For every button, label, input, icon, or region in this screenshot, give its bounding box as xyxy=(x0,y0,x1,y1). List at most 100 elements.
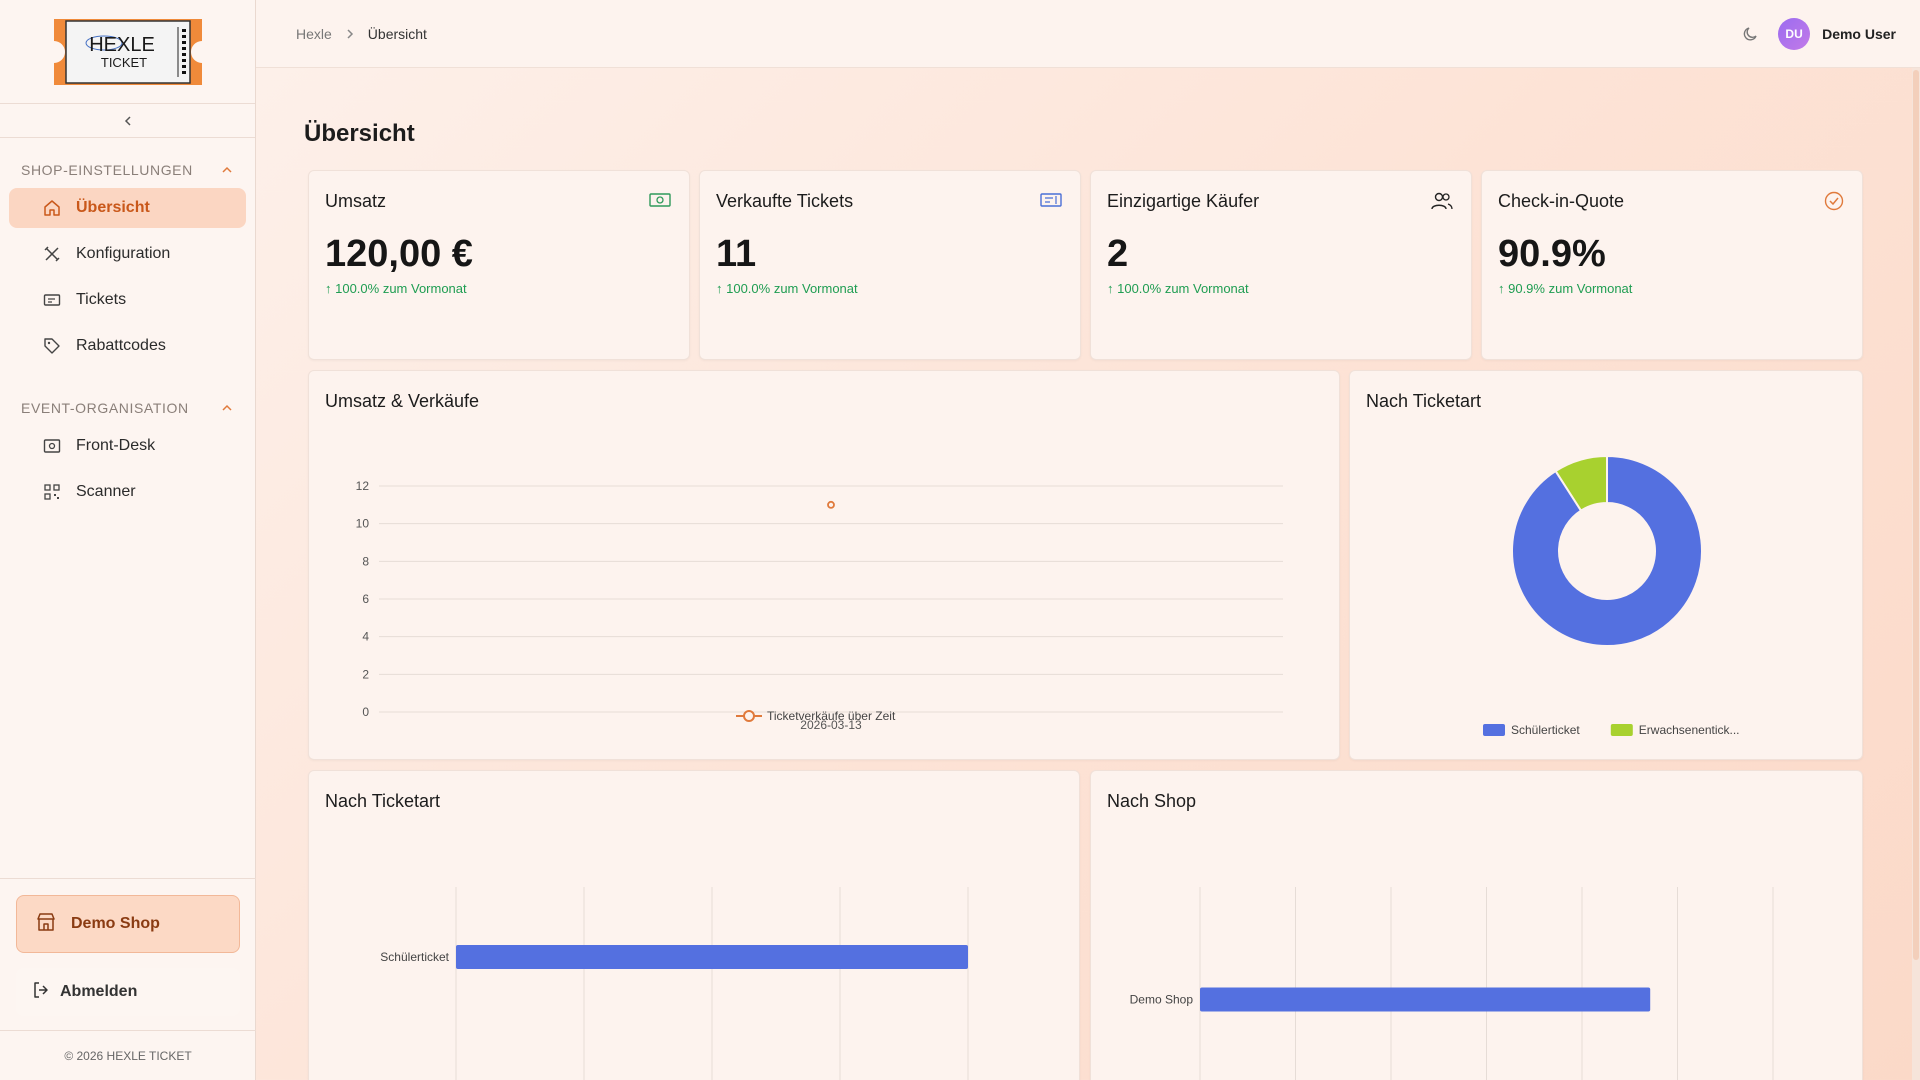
stat-change: ↑ 90.9% zum Vormonat xyxy=(1498,281,1633,296)
category-label: Demo Shop xyxy=(1130,993,1194,1007)
breadcrumb-root[interactable]: Hexle xyxy=(296,25,332,42)
home-icon xyxy=(42,198,62,218)
sidebar-item-label: Tickets xyxy=(76,291,127,308)
stat-card-tickets-sold: Verkaufte Tickets 11 ↑ 100.0% zum Vormon… xyxy=(699,170,1081,360)
y-tick-label: 8 xyxy=(362,554,369,568)
section-title: SHOP-EINSTELLUNGEN xyxy=(21,162,193,178)
legend-label: Ticketverkäufe über Zeit xyxy=(767,709,896,723)
bar-chart-shop[interactable]: Demo Shop xyxy=(1091,771,1864,1080)
breadcrumb: Hexle Übersicht xyxy=(296,26,427,42)
sidebar-item-overview[interactable]: Übersicht xyxy=(9,188,246,228)
y-tick-label: 0 xyxy=(362,705,369,719)
logo-area[interactable]: HEXLE TICKET xyxy=(0,0,255,104)
shop-switcher-button[interactable]: Demo Shop xyxy=(16,895,240,953)
tag-icon xyxy=(42,336,62,356)
chart-card-revenue-sales: Umsatz & Verkäufe 0 2 4 6 8 10 12 2026-03-13 Tic… xyxy=(308,370,1340,760)
chart-title: Nach Ticketart xyxy=(325,791,441,811)
stat-card-unique-buyers: Einzigartige Käufer 2 ↑ 100.0% zum Vormo… xyxy=(1090,170,1472,360)
bar xyxy=(1200,987,1651,1012)
store-icon xyxy=(35,911,57,938)
sidebar-item-tickets[interactable]: Tickets xyxy=(9,280,246,320)
stat-value: 90.9% xyxy=(1498,233,1606,275)
section-header-event-organisation[interactable]: EVENT-ORGANISATION xyxy=(0,396,255,420)
users-icon xyxy=(1431,192,1453,210)
sidebar-item-discount-codes[interactable]: Rabattcodes xyxy=(9,326,246,366)
stat-title: Einzigartige Käufer xyxy=(1107,191,1260,211)
stat-title: Umsatz xyxy=(325,191,387,211)
pie-slice xyxy=(1554,454,1608,513)
y-tick-label: 10 xyxy=(356,517,370,531)
y-tick-label: 2 xyxy=(362,667,369,681)
sidebar-item-scanner[interactable]: Scanner xyxy=(9,472,246,512)
chart-title: Nach Ticketart xyxy=(1366,391,1482,411)
y-tick-label: 12 xyxy=(356,479,370,493)
chart-card-by-ticket-type-bar: Nach Ticketart SchülerticketErwachsenent… xyxy=(308,770,1080,1080)
legend-label: Schülerticket xyxy=(1511,723,1580,737)
stat-value: 120,00 € xyxy=(325,233,473,275)
sidebar-footer: Demo Shop Abmelden © 2026 HEXLE TICKET xyxy=(0,878,256,1080)
category-label: Schülerticket xyxy=(380,950,449,964)
shop-name: Demo Shop xyxy=(71,915,160,932)
sidebar-item-label: Scanner xyxy=(76,483,136,500)
chevron-right-icon xyxy=(347,28,353,39)
chevron-left-icon xyxy=(124,115,131,126)
avatar[interactable]: DU xyxy=(1778,18,1811,50)
y-tick-label: 6 xyxy=(362,592,369,606)
sidebar-item-label: Front-Desk xyxy=(76,437,156,454)
data-point xyxy=(827,500,835,509)
pie-slice xyxy=(1511,454,1703,647)
tools-icon xyxy=(42,244,62,264)
breadcrumb-current: Übersicht xyxy=(367,25,427,42)
sidebar-item-label: Übersicht xyxy=(76,199,150,216)
chart-card-by-ticket-type-pie: Nach Ticketart Schülerticket Erwachsenent… xyxy=(1349,370,1863,760)
sidebar: HEXLE TICKET SHOP-EINSTELLUNGEN Übersich… xyxy=(0,0,256,1080)
stat-value: 11 xyxy=(716,233,757,275)
chart-card-by-shop: Nach Shop Demo Shop xyxy=(1090,770,1863,1080)
sidebar-item-label: Rabattcodes xyxy=(76,337,166,354)
stat-change: ↑ 100.0% zum Vormonat xyxy=(1107,281,1249,296)
page-title: Übersicht xyxy=(304,120,415,147)
section-title: EVENT-ORGANISATION xyxy=(21,400,189,416)
copyright: © 2026 HEXLE TICKET xyxy=(0,1030,256,1080)
chart-title: Nach Shop xyxy=(1107,791,1197,811)
sidebar-item-front-desk[interactable]: Front-Desk xyxy=(9,426,246,466)
cash-register-icon xyxy=(42,436,62,456)
logout-button[interactable]: Abmelden xyxy=(16,968,240,1016)
ticket-icon xyxy=(42,290,62,310)
scrollbar[interactable] xyxy=(1912,68,1920,1080)
bar-chart-ticket-type[interactable]: SchülerticketErwachsenenticket xyxy=(309,771,1081,1080)
chevron-up-icon xyxy=(222,166,232,173)
svg-text:HEXLE: HEXLE xyxy=(89,34,155,56)
check-circle-icon xyxy=(1824,191,1844,211)
user-area: DU Demo User xyxy=(1742,0,1896,68)
legend-marker xyxy=(743,710,755,722)
collapse-sidebar-button[interactable] xyxy=(0,104,255,138)
bar xyxy=(456,945,968,969)
topbar: Hexle Übersicht DU Demo User xyxy=(256,0,1920,68)
sidebar-item-label: Konfiguration xyxy=(76,245,171,262)
chart-title: Umsatz & Verkäufe xyxy=(325,391,480,411)
logout-icon xyxy=(32,981,50,1004)
qr-code-icon xyxy=(42,482,62,502)
stat-title: Verkaufte Tickets xyxy=(716,191,854,211)
x-tick-label: 2026-03-13 xyxy=(800,718,862,732)
legend-swatch xyxy=(1610,724,1633,736)
hexle-ticket-logo[interactable]: HEXLE TICKET xyxy=(46,15,210,89)
stat-value: 2 xyxy=(1107,233,1129,275)
sidebar-item-configuration[interactable]: Konfiguration xyxy=(9,234,246,274)
stat-change: ↑ 100.0% zum Vormonat xyxy=(716,281,858,296)
stat-card-checkin-rate: Check-in-Quote 90.9% ↑ 90.9% zum Vormona… xyxy=(1481,170,1863,360)
y-tick-label: 4 xyxy=(362,630,369,644)
chevron-up-icon xyxy=(222,404,232,411)
svg-text:TICKET: TICKET xyxy=(100,55,146,70)
section-header-shop-settings[interactable]: SHOP-EINSTELLUNGEN xyxy=(0,158,255,182)
scrollbar-thumb[interactable] xyxy=(1913,70,1919,960)
stat-card-revenue: Umsatz 120,00 € ↑ 100.0% zum Vormonat xyxy=(308,170,690,360)
legend-label: Erwachsenentick... xyxy=(1639,723,1740,737)
legend-swatch xyxy=(1483,724,1505,736)
moon-icon[interactable] xyxy=(1742,25,1760,43)
stat-change: ↑ 100.0% zum Vormonat xyxy=(325,281,467,296)
user-name[interactable]: Demo User xyxy=(1822,26,1896,42)
pie-chart[interactable]: Schülerticket Erwachsenentick... xyxy=(1350,371,1864,761)
